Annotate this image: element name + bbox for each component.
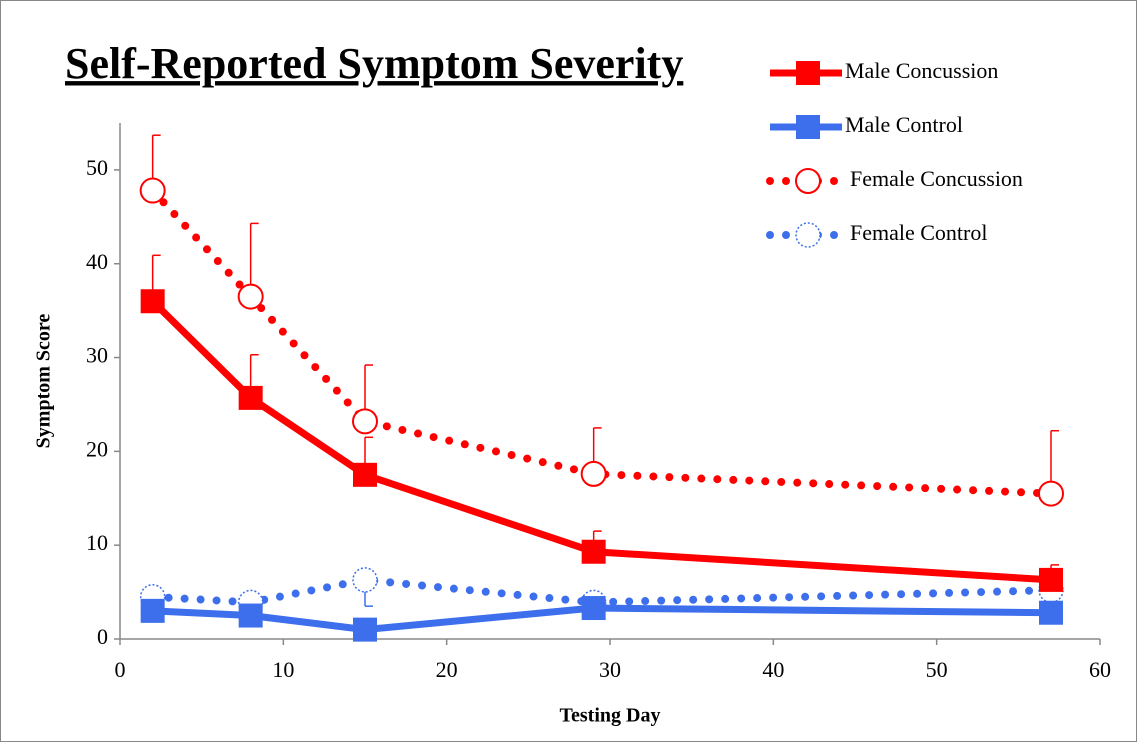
y-tick-label: 10	[86, 530, 108, 555]
marker	[1039, 600, 1063, 625]
y-tick-label: 0	[97, 624, 108, 649]
legend-label: Male Concussion	[845, 58, 998, 83]
marker	[1038, 480, 1064, 507]
x-tick-label: 30	[599, 657, 621, 682]
marker	[1039, 567, 1063, 592]
marker	[581, 596, 606, 621]
marker	[581, 539, 606, 564]
marker	[237, 283, 264, 310]
marker	[353, 462, 377, 487]
series-line	[148, 575, 1055, 607]
marker	[796, 115, 820, 139]
marker	[795, 168, 821, 194]
x-tick-label: 10	[272, 657, 294, 682]
chart-title: Self-Reported Symptom Severity	[65, 39, 683, 88]
legend-label: Male Control	[845, 112, 963, 137]
marker	[139, 177, 166, 204]
marker	[580, 460, 607, 487]
marker	[352, 567, 378, 593]
y-tick-label: 50	[86, 155, 108, 180]
marker	[238, 385, 263, 410]
marker	[352, 408, 378, 435]
x-tick-label: 60	[1089, 657, 1111, 682]
marker	[140, 289, 165, 314]
legend-label: Female Concussion	[850, 166, 1023, 191]
y-tick-label: 40	[86, 249, 108, 274]
y-tick-label: 30	[86, 343, 108, 368]
legend-label: Female Control	[850, 220, 987, 245]
y-tick-label: 20	[86, 436, 108, 461]
marker	[795, 222, 821, 248]
x-tick-label: 50	[926, 657, 948, 682]
marker	[140, 598, 165, 623]
marker	[238, 603, 263, 628]
series-line	[148, 186, 1055, 498]
marker	[353, 617, 377, 642]
x-tick-label: 40	[762, 657, 784, 682]
y-axis-label: Symptom Score	[33, 314, 55, 449]
x-tick-label: 0	[115, 657, 126, 682]
x-axis-label: Testing Day	[560, 705, 661, 727]
marker	[796, 61, 820, 85]
x-tick-label: 20	[436, 657, 458, 682]
